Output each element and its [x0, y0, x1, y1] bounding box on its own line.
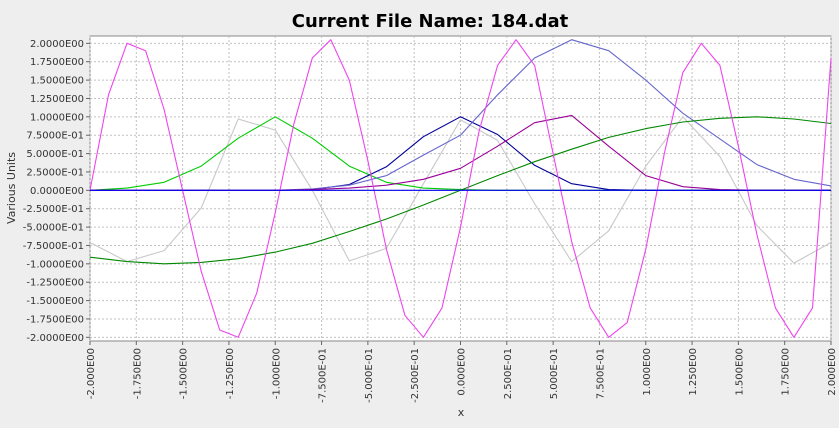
x-tick-label: -5.000E-01 [364, 348, 375, 403]
y-tick-label: -1.2500E00 [26, 278, 84, 289]
y-axis: 2.0000E00 1.7500E00 1.5000E00 1.2500E00 1.00… [23, 39, 90, 344]
y-tick-label: -1.7500E00 [26, 314, 84, 325]
x-tick-label: 2.000E00 [827, 348, 838, 396]
y-tick-label: -7.5000E-01 [23, 241, 84, 252]
x-tick-label: -1.500E00 [179, 348, 190, 399]
y-tick-label: -5.0000E-01 [23, 223, 84, 234]
y-tick-label: 7.5000E-01 [26, 131, 84, 142]
y-tick-label: -1.0000E00 [26, 259, 84, 270]
y-tick-label: 5.0000E-01 [26, 149, 84, 160]
y-tick-label: 1.7500E00 [30, 57, 84, 68]
series-layer [89, 39, 832, 338]
chart-title: Current File Name: 184.dat [292, 11, 569, 32]
x-tick-label: 0.000E00 [457, 348, 468, 396]
x-tick-label: 1.000E00 [642, 348, 653, 396]
y-tick-label: 0.0000E00 [30, 186, 84, 197]
y-tick-label: -2.5000E-01 [23, 204, 84, 215]
x-tick-label: -7.500E-01 [318, 348, 329, 403]
x-tick-label: -2.500E-01 [410, 348, 421, 403]
x-tick-label: 5.000E-01 [549, 348, 560, 399]
y-tick-label: 2.5000E-01 [26, 167, 84, 178]
series-line [89, 39, 832, 338]
x-tick-label: -1.750E00 [132, 348, 143, 399]
y-tick-label: 1.0000E00 [30, 112, 84, 123]
x-tick-label: -1.000E00 [271, 348, 282, 399]
x-tick-label: -1.250E00 [225, 348, 236, 399]
y-tick-label: 1.5000E00 [30, 76, 84, 87]
y-tick-label: 2.0000E00 [30, 39, 84, 50]
x-axis-label: x [458, 406, 465, 419]
x-axis: -2.000E00 -1.750E00 -1.500E00 -1.250E00 -1.0… [86, 341, 838, 403]
y-axis-label: Various Units [5, 152, 18, 224]
x-tick-label: 1.750E00 [781, 348, 792, 396]
y-tick-label: -2.0000E00 [26, 333, 84, 344]
x-tick-label: 2.500E-01 [503, 348, 514, 399]
series-line [89, 116, 832, 264]
y-tick-label: 1.2500E00 [30, 94, 84, 105]
y-tick-label: -1.5000E00 [26, 296, 84, 307]
x-tick-label: 1.250E00 [688, 348, 699, 396]
x-tick-label: 1.500E00 [734, 348, 745, 396]
x-tick-label: 7.500E-01 [595, 348, 606, 399]
x-tick-label: -2.000E00 [86, 348, 97, 399]
